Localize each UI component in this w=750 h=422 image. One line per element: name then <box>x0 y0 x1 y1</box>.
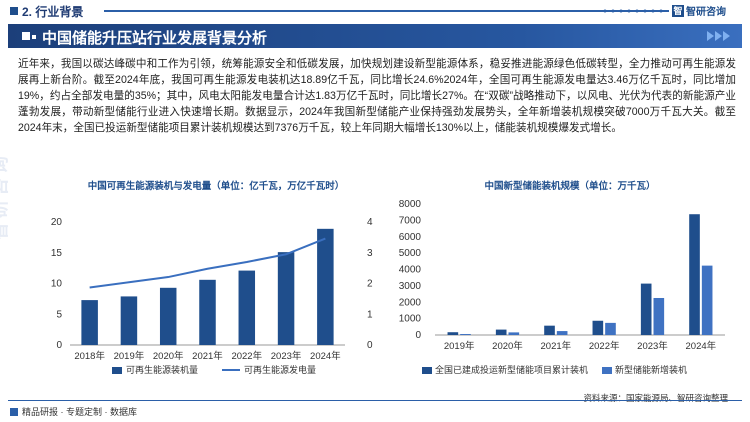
bar-installed-capacity <box>159 287 177 345</box>
x-tick-label: 2023年 <box>271 350 302 362</box>
y-tick-label: 6000 <box>399 232 422 243</box>
legend-label-line: 可再生能源发电量 <box>244 364 316 375</box>
y-left-tick-label: 0 <box>56 340 62 351</box>
x-tick-label: 2024年 <box>310 350 341 362</box>
arrows-decoration-icon <box>707 31 730 41</box>
footer-square-icon <box>10 407 18 416</box>
top-divider <box>104 10 669 12</box>
legend-label-bar: 可再生能源装机量 <box>126 364 198 375</box>
logo-text: 智研咨询 <box>686 7 726 18</box>
y-tick-label: 1000 <box>399 314 422 325</box>
x-tick-label: 2020年 <box>153 350 184 362</box>
bar-cumulative-capacity <box>495 329 507 335</box>
bar-new-capacity <box>701 265 713 335</box>
line-generation <box>89 237 326 289</box>
bar-installed-capacity <box>81 300 98 345</box>
footer-text: 精品研报 · 专题定制 · 数据库 <box>22 407 137 417</box>
chart1-title: 中国可再生能源装机与发电量（单位：亿千瓦，万亿千瓦时） <box>87 181 345 192</box>
title-square-icon <box>22 32 30 40</box>
x-tick-label: 2022年 <box>231 350 262 362</box>
bar-installed-capacity <box>120 296 138 345</box>
watermark-logo-icon: 智研咨询 <box>0 152 10 240</box>
y-tick-label: 3000 <box>399 281 422 292</box>
y-tick-label: 5000 <box>399 248 422 259</box>
x-tick-label: 2019年 <box>444 340 475 352</box>
logo-mark-icon: 智 <box>672 4 684 17</box>
y-left-tick-label: 5 <box>56 309 62 320</box>
title-small-square-icon <box>32 35 36 39</box>
dots-decoration-icon <box>603 9 663 13</box>
bar-cumulative-capacity <box>592 320 604 335</box>
bar-installed-capacity <box>317 228 334 345</box>
x-tick-label: 2021年 <box>541 340 572 352</box>
bar-installed-capacity <box>238 270 256 345</box>
section-square-icon <box>10 7 18 15</box>
bar-installed-capacity <box>199 279 216 345</box>
y-right-tick-label: 3 <box>367 248 373 259</box>
brand-logo: 智 智研咨询 <box>672 3 726 18</box>
footer-divider <box>8 400 742 401</box>
y-right-tick-label: 1 <box>367 309 373 320</box>
y-tick-label: 2000 <box>399 297 422 308</box>
page-title: 中国储能升压站行业发展背景分析 <box>42 30 268 47</box>
top-bar: 2. 行业背景 智 智研咨询 <box>0 0 750 22</box>
section-label: 2. 行业背景 <box>22 5 84 19</box>
bar-new-capacity <box>653 297 665 335</box>
y-tick-label: 7000 <box>399 215 422 226</box>
y-right-tick-label: 0 <box>367 340 373 351</box>
x-tick-label: 2021年 <box>192 350 223 362</box>
y-right-tick-label: 2 <box>367 279 373 290</box>
y-right-tick-label: 4 <box>367 217 373 228</box>
bar-new-capacity <box>556 331 568 335</box>
bar-installed-capacity <box>277 252 295 345</box>
legend-swatch-new <box>602 367 612 374</box>
legend-label-cumulative: 全国已建成投运新型储能项目累计装机 <box>435 364 588 375</box>
legend-swatch-bar <box>112 367 122 374</box>
chart2-title: 中国新型储能装机规模（单位：万千瓦） <box>484 181 656 192</box>
bar-new-capacity <box>605 322 616 335</box>
legend-swatch-cumulative <box>422 367 432 374</box>
y-left-tick-label: 10 <box>51 279 63 290</box>
x-tick-label: 2018年 <box>74 350 105 362</box>
storage-chart: 0 1000 2000 3000 4000 5000 6000 7000 8000 2019年 20… <box>399 199 725 375</box>
y-left-tick-label: 20 <box>51 217 63 228</box>
bar-cumulative-capacity <box>544 325 555 335</box>
intro-paragraph: 近年来，我国以碳达峰碳中和工作为引领，统筹能源安全和低碳发展，加快规划建设新型能… <box>18 58 736 134</box>
bar-cumulative-capacity <box>640 283 652 335</box>
bar-new-capacity <box>508 332 520 335</box>
y-left-tick-label: 15 <box>51 248 63 259</box>
y-tick-label: 8000 <box>399 199 422 210</box>
bar-new-capacity <box>460 334 471 335</box>
x-tick-label: 2022年 <box>589 340 620 352</box>
bar-cumulative-capacity <box>689 214 700 335</box>
footer-source: 资料来源：国家能源局、智研咨询整理 <box>583 393 728 403</box>
x-tick-label: 2019年 <box>114 350 145 362</box>
title-band: 中国储能升压站行业发展背景分析 <box>8 24 742 48</box>
renewable-chart: 0 5 10 15 20 0 1 2 3 4 2018年 2019年 2020年 2021年 2022年 20… <box>51 217 373 375</box>
legend-label-new: 新型储能新增装机 <box>615 364 687 375</box>
footer-left: 精品研报 · 专题定制 · 数据库 <box>10 405 137 418</box>
x-tick-label: 2020年 <box>492 340 523 352</box>
y-tick-label: 0 <box>415 330 421 341</box>
x-tick-label: 2024年 <box>686 340 717 352</box>
x-tick-label: 2023年 <box>637 340 668 352</box>
bar-cumulative-capacity <box>447 332 459 335</box>
y-tick-label: 4000 <box>399 265 422 276</box>
